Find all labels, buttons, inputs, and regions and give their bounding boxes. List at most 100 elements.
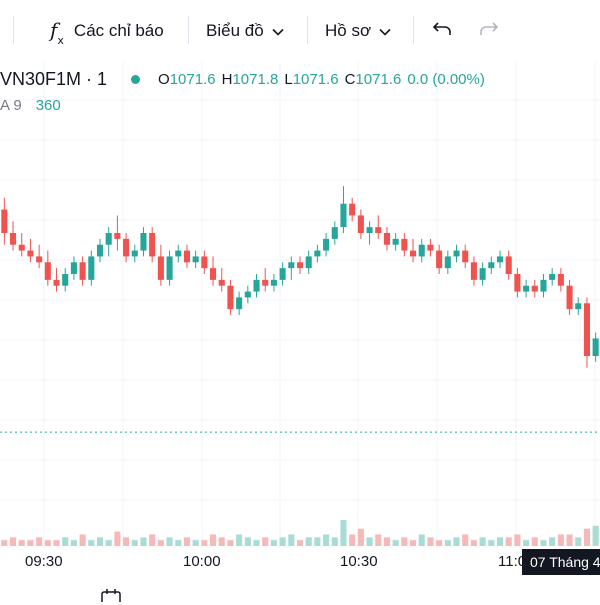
candle	[583, 297, 590, 368]
volume-bar	[131, 540, 138, 546]
candle-body	[557, 274, 564, 286]
candle	[36, 244, 43, 269]
candle-body	[96, 244, 104, 257]
volume-bar	[523, 540, 530, 546]
chevron-down-icon	[379, 21, 391, 41]
candle-body	[218, 279, 225, 286]
volume-bar	[349, 534, 356, 546]
candle-body	[36, 256, 43, 263]
candle-body	[488, 262, 495, 269]
volume-bar	[227, 540, 234, 546]
candle-body	[462, 250, 469, 263]
candle-body	[436, 250, 443, 269]
volume-bar	[253, 540, 260, 546]
candle-body	[123, 238, 130, 257]
volume-bar	[183, 537, 190, 546]
candle	[349, 197, 356, 222]
volume-bar	[410, 540, 417, 546]
candle	[340, 186, 347, 233]
volume-bar	[592, 525, 599, 546]
candle-body	[131, 250, 138, 257]
ma-label: A 9	[0, 97, 22, 114]
volume-bar	[462, 534, 469, 546]
candle	[27, 238, 34, 263]
volume-bar	[505, 537, 512, 546]
volume-bar	[323, 534, 330, 546]
candle-body	[444, 256, 451, 269]
chart-type-label: Biểu đồ	[206, 21, 264, 40]
candle-body	[227, 285, 234, 310]
candle-body	[531, 285, 538, 292]
candle-body	[79, 262, 86, 280]
volume-bar	[218, 537, 225, 546]
candle-body	[114, 233, 121, 239]
candle	[540, 274, 547, 298]
candle	[427, 238, 434, 257]
candle	[575, 297, 582, 315]
candle	[436, 244, 443, 274]
candle	[210, 256, 217, 286]
market-status-dot	[131, 74, 141, 84]
candle-body	[10, 233, 17, 245]
volume-bar	[366, 537, 373, 546]
candle-body	[140, 233, 147, 251]
volume-bar	[96, 537, 104, 546]
x-tick-label: 09:30	[25, 553, 63, 570]
candle	[175, 244, 182, 263]
candle-body	[453, 250, 460, 257]
candle	[505, 250, 512, 280]
volume-bar	[1, 540, 8, 546]
moving-average-legend[interactable]: A 9 360	[0, 97, 61, 114]
volume-bar	[10, 537, 17, 546]
calendar-icon[interactable]	[100, 588, 122, 605]
indicators-button[interactable]: fx Các chỉ báo	[50, 16, 164, 47]
volume-bar	[566, 534, 573, 546]
volume-bar	[53, 540, 60, 546]
candle-body	[210, 268, 217, 280]
top-toolbar: fx Các chỉ báo Biểu đồ Hồ sơ	[0, 0, 600, 62]
volume-bar	[140, 537, 147, 546]
candle	[18, 233, 25, 257]
candle-body	[236, 297, 243, 310]
chart-legend: VN30F1M · 1 O1071.6 H1071.8 L1071.6 C107…	[0, 66, 485, 92]
x-tick-label: 10:00	[183, 553, 221, 570]
volume-bar	[210, 534, 217, 546]
volume-bar	[453, 537, 460, 546]
volume-bar	[488, 540, 495, 546]
volume-bar	[418, 534, 425, 546]
candle-body	[70, 262, 77, 274]
redo-button[interactable]	[479, 16, 499, 46]
volume-bar	[296, 540, 304, 546]
candle	[227, 279, 234, 315]
candle-body	[340, 203, 347, 228]
volume-bar	[375, 534, 382, 546]
candle-body	[514, 274, 521, 292]
volume-bar	[105, 540, 112, 546]
candle	[253, 274, 260, 298]
candle-body	[505, 256, 512, 274]
open-value: O1071.6	[158, 70, 216, 88]
volume-bar	[444, 540, 451, 546]
symbol-label[interactable]: VN30F1M · 1	[0, 68, 108, 89]
candle	[88, 250, 95, 286]
candle	[366, 221, 373, 245]
candle-body	[18, 244, 25, 251]
volume-bar	[540, 540, 547, 546]
volume-bar	[583, 528, 590, 546]
candle	[375, 215, 382, 239]
candle-body	[575, 303, 582, 310]
candle	[10, 221, 17, 251]
candle	[453, 244, 460, 263]
candle-body	[1, 209, 8, 233]
candle-body	[166, 256, 173, 280]
profile-button[interactable]: Hồ sơ	[325, 16, 391, 46]
candle-body	[270, 279, 277, 286]
candle	[323, 233, 330, 257]
chart-type-button[interactable]: Biểu đồ	[206, 16, 284, 46]
candle	[296, 256, 304, 274]
candle	[566, 279, 573, 315]
candle	[523, 279, 530, 298]
undo-button[interactable]	[432, 16, 452, 46]
fx-icon: fx	[50, 17, 64, 47]
